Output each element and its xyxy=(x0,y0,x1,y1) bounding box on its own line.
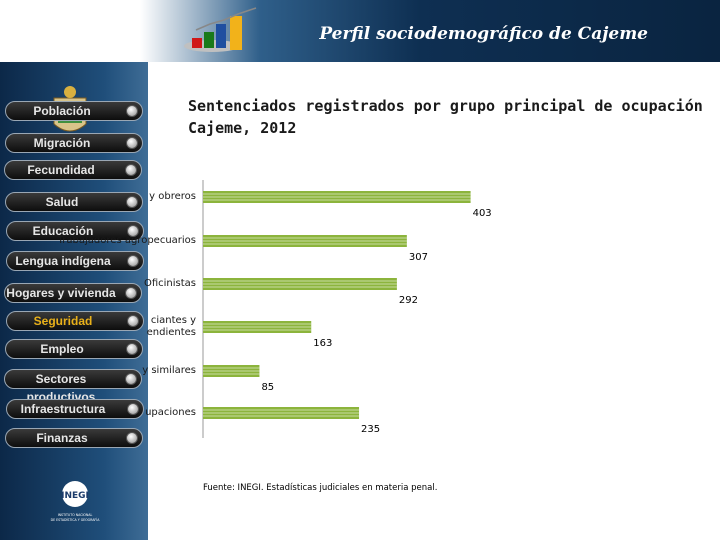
nav-knob-icon xyxy=(127,403,139,415)
nav-button-sectores-productivos[interactable]: Sectores productivos xyxy=(4,369,142,404)
nav-button-label: Educación xyxy=(32,224,94,238)
inegi-logo-icon: INEGI INSTITUTO NACIONAL DE ESTADÍSTICA … xyxy=(51,481,101,522)
nav-button-finanzas[interactable]: Finanzas xyxy=(5,428,143,448)
svg-text:INSTITUTO NACIONAL: INSTITUTO NACIONAL xyxy=(58,513,93,517)
nav-button-label: Salud xyxy=(45,195,79,209)
bar-chart: 403 y obreros 307 Trabajadores agropecuario… xyxy=(57,180,492,438)
bar-group: 403 y obreros xyxy=(149,191,492,219)
bar-chart-logo-icon xyxy=(184,7,257,52)
nav-knob-icon xyxy=(125,287,137,299)
nav-button-poblacion[interactable]: Población xyxy=(5,101,143,121)
nav-button-label: Infraestructura xyxy=(20,402,106,416)
nav-knob-icon xyxy=(126,343,138,355)
nav-knob-icon xyxy=(125,373,137,385)
nav-button-seguridad[interactable]: Seguridad xyxy=(6,311,144,331)
nav-knob-icon xyxy=(125,164,137,176)
bar-group: 85 y similares xyxy=(142,365,274,393)
nav-knob-icon xyxy=(127,255,139,267)
bar-group: 235 upaciones xyxy=(145,407,380,435)
nav-button-label: Hogares y vivienda xyxy=(6,286,116,300)
chart-title: Sentenciados registrados por grupo princ… xyxy=(188,97,703,137)
page-title: Perfil sociodemográfico de Cajeme xyxy=(319,24,648,44)
bar-value-label: 163 xyxy=(313,338,332,349)
nav-knob-icon xyxy=(126,137,138,149)
category-label: Trabajadores agropecuarios xyxy=(57,235,196,246)
nav-button-educacion[interactable]: Educación xyxy=(6,221,144,241)
bar-group: 292 Oficinistas xyxy=(144,278,418,306)
bar-group: 307 Trabajadores agropecuarios xyxy=(57,235,428,263)
nav-button-empleo[interactable]: Empleo xyxy=(5,339,143,359)
nav-knob-icon xyxy=(126,432,138,444)
category-label: ciantes y endientes xyxy=(147,315,196,338)
category-label: y obreros xyxy=(149,191,196,202)
svg-text:DE ESTADÍSTICA Y GEOGRAFÍA: DE ESTADÍSTICA Y GEOGRAFÍA xyxy=(51,517,101,522)
nav-button-infraestructura[interactable]: Infraestructura xyxy=(6,399,144,419)
bar-value-label: 292 xyxy=(399,295,418,306)
category-label: Oficinistas xyxy=(144,278,196,289)
bar-value-label: 85 xyxy=(261,382,274,393)
bar-group: 163 ciantes y endientes xyxy=(147,315,333,349)
nav-knob-icon xyxy=(126,105,138,117)
nav-knob-icon xyxy=(126,196,138,208)
nav-button-salud[interactable]: Salud xyxy=(5,192,143,212)
bar-value-label: 235 xyxy=(361,424,380,435)
nav-button-label: Migración xyxy=(33,136,91,150)
nav-button-label: Población xyxy=(33,104,91,118)
chart-source: Fuente: INEGI. Estadísticas judiciales e… xyxy=(203,483,438,493)
nav-button-hogares-y-vivienda[interactable]: Hogares y vivienda xyxy=(4,283,142,303)
nav-button-label: Finanzas xyxy=(36,431,88,445)
bar-value-label: 307 xyxy=(409,252,428,263)
svg-text:INEGI: INEGI xyxy=(61,491,89,501)
nav-button-migracion[interactable]: Migración xyxy=(5,133,143,153)
nav-button-fecundidad[interactable]: Fecundidad xyxy=(4,160,142,180)
category-label: y similares xyxy=(142,365,196,376)
nav-knob-icon xyxy=(127,225,139,237)
nav-button-label: Empleo xyxy=(40,342,84,356)
nav-knob-icon xyxy=(127,315,139,327)
nav-button-label: Fecundidad xyxy=(27,163,95,177)
bar-value-label: 403 xyxy=(473,208,492,219)
nav-button-label: Lengua indígena xyxy=(15,254,111,268)
nav-button-lengua-indigena[interactable]: Lengua indígena xyxy=(6,251,144,271)
category-label: upaciones xyxy=(145,407,196,418)
header-banner: Perfil sociodemográfico de Cajeme xyxy=(0,0,720,62)
nav-button-label: Seguridad xyxy=(33,314,93,328)
